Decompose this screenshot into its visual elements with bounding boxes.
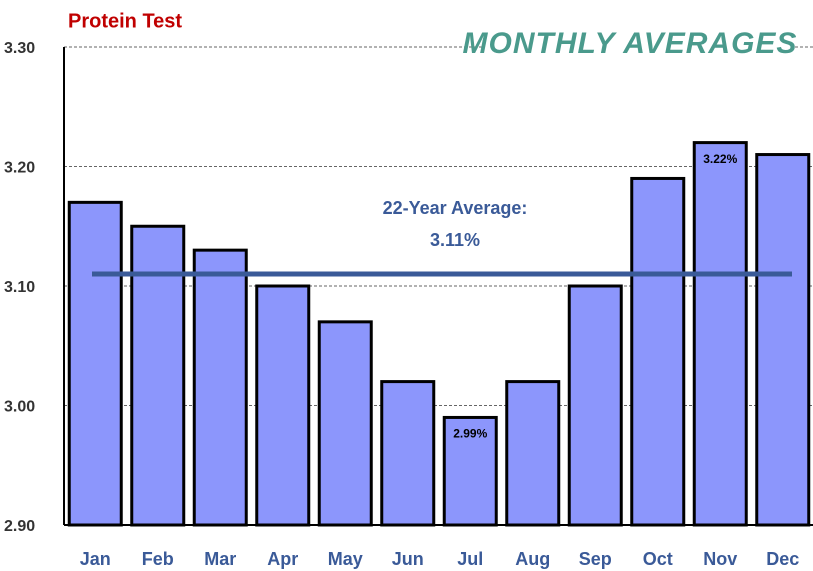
y-tick-label: 3.30 (4, 40, 35, 57)
x-tick-label: Mar (204, 549, 236, 569)
bar (755, 153, 811, 527)
x-tick-label: Aug (515, 549, 550, 569)
x-tick-label: Jul (457, 549, 483, 569)
average-label: 22-Year Average: (383, 198, 528, 218)
x-tick-label: May (328, 549, 363, 569)
x-tick-label: Dec (766, 549, 799, 569)
chart-title: Protein Test (68, 10, 182, 32)
x-tick-label: Jan (80, 549, 111, 569)
bar (255, 284, 311, 527)
y-tick-label: 2.90 (4, 518, 35, 535)
x-tick-label: Apr (267, 549, 298, 569)
y-tick-label: 3.20 (4, 160, 35, 177)
y-tick-label: 3.10 (4, 279, 35, 296)
bar (505, 380, 561, 527)
x-tick-label: Nov (703, 549, 737, 569)
bar (380, 380, 436, 527)
chart-subtitle: MONTHLY AVERAGES (463, 27, 798, 60)
bar (692, 141, 748, 527)
bar (130, 224, 186, 527)
bar (567, 284, 623, 527)
x-tick-label: Oct (643, 549, 673, 569)
x-tick-label: Jun (392, 549, 424, 569)
y-tick-label: 3.00 (4, 399, 35, 416)
x-tick-label: Feb (142, 549, 174, 569)
average-value-label: 3.11% (430, 230, 480, 250)
value-label: 3.22% (703, 152, 737, 166)
bar (67, 200, 123, 527)
bar (630, 176, 686, 527)
bar (317, 320, 373, 527)
x-tick-label: Sep (579, 549, 612, 569)
bar (442, 415, 498, 527)
value-label: 2.99% (453, 427, 487, 441)
bar (192, 248, 248, 527)
